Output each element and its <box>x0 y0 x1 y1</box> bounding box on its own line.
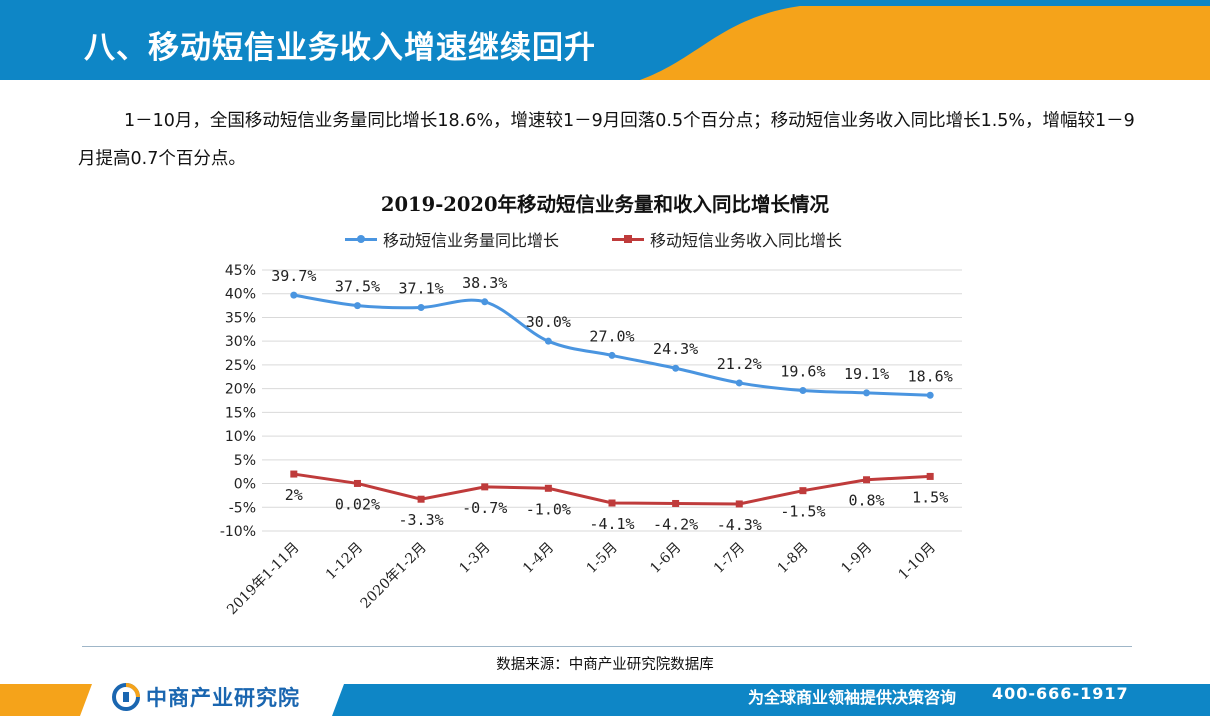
x-tick-label: 1-4月 <box>520 540 557 577</box>
data-point <box>608 351 616 359</box>
x-tick-label: 2020年1-2月 <box>358 540 430 612</box>
data-point <box>799 487 807 495</box>
y-tick-label: 35% <box>225 310 256 326</box>
data-label: -4.1% <box>589 515 634 533</box>
footer-phone: 400-666-1917 <box>992 684 1129 703</box>
legend-line-square-icon <box>612 232 644 246</box>
data-point <box>544 484 552 492</box>
data-source: 数据来源：中商产业研究院数据库 <box>496 657 714 673</box>
legend-label-revenue: 移动短信业务收入同比增长 <box>650 231 843 250</box>
x-tick-label: 1-3月 <box>456 540 493 577</box>
data-label: 24.3% <box>653 340 698 358</box>
data-point <box>926 391 934 399</box>
y-tick-label: 45% <box>225 263 256 279</box>
x-tick-label: 1-10月 <box>896 540 939 583</box>
x-tick-label: 1-5月 <box>584 540 621 577</box>
data-label: 21.2% <box>717 355 762 373</box>
data-point <box>353 302 361 310</box>
data-point <box>672 364 680 372</box>
data-label: 37.1% <box>399 279 444 297</box>
data-label: -4.2% <box>653 515 698 533</box>
data-point <box>290 470 298 478</box>
footer-slogan: 为全球商业领袖提供决策咨询 <box>748 688 957 707</box>
data-label: 38.3% <box>462 274 507 292</box>
data-point <box>417 303 425 311</box>
legend-line-circle-icon <box>345 232 377 246</box>
x-tick-label: 1-8月 <box>775 540 812 577</box>
data-label: 2% <box>285 486 303 504</box>
data-point <box>608 499 616 507</box>
data-label: 19.6% <box>780 363 825 381</box>
x-tick-label: 2019年1-11月 <box>224 540 303 619</box>
data-point <box>735 379 743 387</box>
chart-title: 2019-2020年移动短信业务量和收入同比增长情况 <box>380 193 830 216</box>
data-label: 0.02% <box>335 495 380 513</box>
header-banner: 八、移动短信业务收入增速继续回升 <box>0 0 1210 80</box>
y-tick-label: 30% <box>225 334 256 350</box>
y-tick-label: 0% <box>234 477 256 493</box>
x-tick-label: 1-12月 <box>323 540 366 583</box>
footer-bar <box>0 678 1210 716</box>
data-label: 27.0% <box>589 327 634 345</box>
series-line-revenue <box>293 472 931 506</box>
y-tick-label: -10% <box>220 524 256 540</box>
data-label: -1.5% <box>780 503 825 521</box>
data-label: -4.3% <box>717 516 762 534</box>
intro-paragraph: 1－10月，全国移动短信业务量同比增长18.6%，增速较1－9月回落0.5个百分… <box>78 111 1135 169</box>
data-label: 19.1% <box>844 365 889 383</box>
x-tick-label: 1-6月 <box>647 540 684 577</box>
y-tick-label: 15% <box>225 405 256 421</box>
brand-mark-icon <box>112 683 140 711</box>
data-label: -1.0% <box>526 500 571 518</box>
data-point <box>926 472 934 480</box>
data-label: 0.8% <box>848 492 884 510</box>
data-label: 18.6% <box>908 367 953 385</box>
data-point <box>672 499 680 507</box>
data-point <box>481 483 489 491</box>
header-background <box>0 0 1210 80</box>
data-point <box>481 298 489 306</box>
data-label: -3.3% <box>399 511 444 529</box>
x-tick-label: 1-9月 <box>838 540 875 577</box>
y-tick-label: 5% <box>234 453 256 469</box>
legend-item-revenue: 移动短信业务收入同比增长 <box>612 226 842 252</box>
y-tick-label: 40% <box>225 287 256 303</box>
data-label: 39.7% <box>271 267 316 285</box>
y-tick-label: 20% <box>225 382 256 398</box>
y-tick-label: 25% <box>225 358 256 374</box>
data-point <box>735 500 743 508</box>
data-label: 30.0% <box>526 313 571 331</box>
legend-item-volume: 移动短信业务量同比增长 <box>345 226 559 252</box>
page-title: 八、移动短信业务收入增速继续回升 <box>84 30 596 66</box>
data-point <box>863 476 871 484</box>
y-tick-label: 10% <box>225 429 256 445</box>
data-point <box>290 291 298 299</box>
y-tick-label: -5% <box>229 500 256 516</box>
data-point <box>863 389 871 397</box>
legend-label-volume: 移动短信业务量同比增长 <box>383 231 560 250</box>
data-point <box>799 387 807 395</box>
data-point <box>353 479 361 487</box>
chart-legend: 移动短信业务量同比增长 移动短信业务收入同比增长 <box>0 226 1210 252</box>
data-label: 37.5% <box>335 278 380 296</box>
data-point <box>544 337 552 345</box>
source-divider <box>82 646 1132 647</box>
brand-logo: 中商产业研究院 <box>112 683 300 711</box>
data-label: 1.5% <box>912 488 948 506</box>
x-tick-label: 1-7月 <box>711 540 748 577</box>
footer-background <box>0 684 1210 716</box>
data-point <box>417 495 425 503</box>
brand-name: 中商产业研究院 <box>146 686 300 710</box>
data-label: -0.7% <box>462 499 507 517</box>
